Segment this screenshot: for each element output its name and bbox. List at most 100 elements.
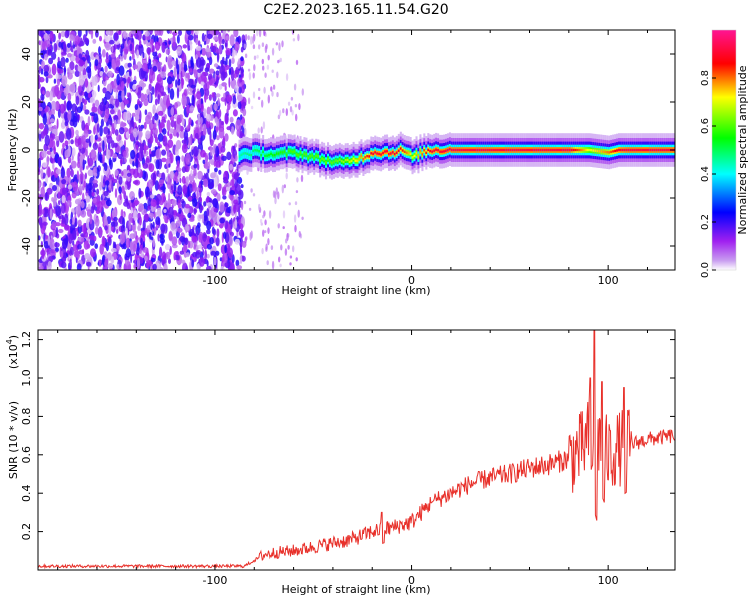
noise-speckle: [295, 190, 299, 194]
noise-speckle: [105, 148, 111, 160]
noise-speckle: [234, 183, 241, 195]
noise-speckle: [175, 144, 179, 152]
noise-speckle: [229, 116, 234, 123]
noise-speckle: [54, 135, 60, 141]
noise-speckle: [64, 140, 69, 147]
noise-speckle: [181, 77, 184, 89]
noise-speckle: [69, 84, 75, 93]
noise-speckle: [295, 113, 298, 122]
noise-speckle: [143, 142, 147, 155]
noise-speckle: [224, 42, 227, 48]
noise-speckle: [258, 44, 261, 50]
noise-speckle: [96, 188, 100, 195]
noise-speckle: [224, 64, 230, 70]
noise-speckle: [86, 261, 92, 267]
noise-speckle: [147, 179, 153, 190]
noise-speckle: [156, 207, 162, 218]
noise-speckle: [104, 225, 108, 231]
noise-speckle: [92, 183, 99, 188]
noise-speckle: [221, 61, 224, 70]
signal-trace-cell: [248, 153, 251, 156]
noise-speckle: [109, 120, 113, 126]
noise-speckle: [65, 127, 72, 140]
noise-speckle: [103, 190, 109, 197]
noise-speckle: [237, 94, 243, 102]
noise-speckle: [161, 251, 166, 261]
noise-speckle: [121, 89, 125, 101]
noise-speckle: [271, 69, 274, 73]
signal-trace-cell: [419, 149, 422, 153]
noise-speckle: [108, 224, 112, 237]
noise-speckle: [62, 142, 65, 149]
noise-speckle: [206, 243, 212, 250]
signal-trace-cell: [315, 154, 318, 157]
noise-speckle: [124, 99, 129, 105]
noise-speckle: [112, 153, 118, 159]
signal-trace-cell: [354, 159, 357, 162]
signal-trace-cell: [246, 152, 249, 155]
noise-speckle: [65, 57, 69, 63]
noise-speckle: [40, 240, 44, 248]
noise-speckle: [140, 82, 147, 88]
signal-trace-cell: [319, 159, 322, 162]
noise-speckle: [88, 235, 95, 241]
noise-speckle: [62, 238, 68, 250]
noise-speckle: [252, 44, 256, 50]
noise-speckle: [223, 170, 229, 183]
noise-speckle: [113, 142, 118, 148]
signal-trace-cell: [543, 148, 546, 152]
noise-speckle: [174, 120, 177, 130]
noise-speckle: [155, 216, 161, 226]
signal-trace-cell: [344, 158, 347, 162]
noise-speckle: [120, 46, 123, 57]
noise-speckle: [196, 57, 202, 68]
noise-speckle: [275, 42, 278, 46]
noise-speckle: [205, 47, 211, 53]
noise-speckle: [51, 108, 55, 116]
noise-speckle: [68, 249, 73, 256]
noise-speckle: [264, 230, 267, 234]
noise-speckle: [185, 225, 190, 232]
noise-speckle: [213, 160, 217, 167]
y-tick-label: 20: [20, 95, 33, 109]
noise-speckle: [148, 163, 155, 173]
noise-speckle: [264, 219, 267, 226]
noise-speckle: [232, 109, 238, 117]
noise-speckle: [45, 90, 51, 98]
noise-speckle: [38, 122, 45, 130]
signal-trace-cell: [466, 148, 469, 152]
signal-trace-cell: [254, 149, 257, 152]
noise-speckle: [215, 70, 220, 76]
snr-xlabel: Height of straight line (km): [281, 583, 430, 596]
noise-speckle: [174, 102, 178, 109]
noise-speckle: [169, 170, 175, 180]
signal-trace-cell: [403, 150, 406, 153]
noise-speckle: [42, 221, 48, 226]
noise-speckle: [58, 200, 61, 206]
noise-speckle: [206, 191, 211, 197]
noise-speckle: [251, 36, 255, 45]
noise-speckle: [142, 62, 148, 72]
noise-speckle: [157, 94, 160, 105]
noise-speckle: [250, 230, 253, 239]
noise-speckle: [155, 83, 159, 91]
signal-trace-cell: [608, 151, 611, 154]
noise-speckle: [52, 196, 57, 207]
noise-speckle: [244, 34, 248, 41]
noise-speckle: [61, 214, 65, 225]
noise-speckle: [63, 41, 67, 53]
noise-speckle: [57, 68, 64, 74]
noise-speckle: [156, 37, 159, 42]
noise-speckle: [231, 254, 235, 264]
noise-speckle: [201, 75, 204, 83]
noise-speckle: [114, 129, 119, 136]
noise-speckle: [77, 219, 82, 227]
signal-trace-cell: [484, 148, 487, 152]
noise-speckle: [181, 155, 185, 162]
noise-speckle: [151, 86, 155, 95]
signal-trace-cell: [399, 147, 402, 150]
signal-trace-cell: [635, 148, 638, 152]
noise-speckle: [80, 101, 83, 112]
noise-speckle: [214, 116, 218, 124]
noise-speckle: [177, 156, 181, 161]
